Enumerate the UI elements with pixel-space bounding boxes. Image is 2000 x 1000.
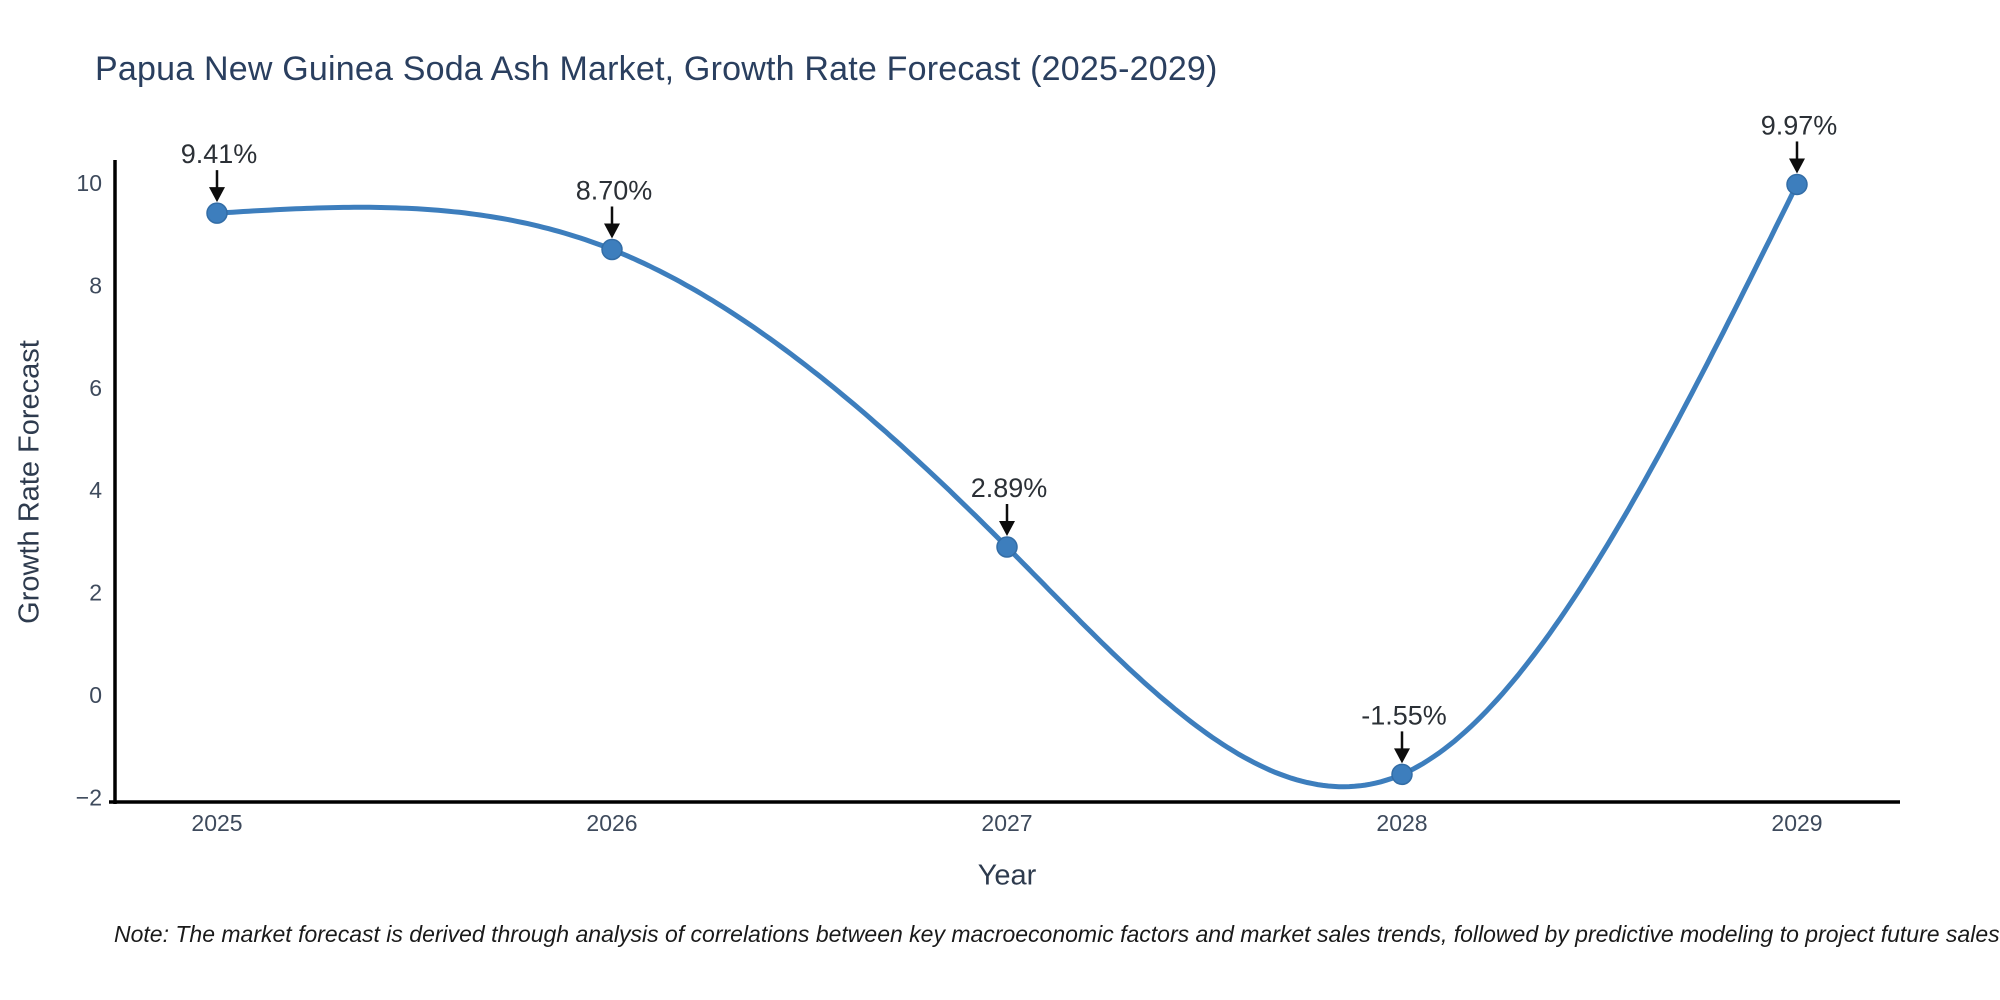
annotation-arrow-head (1394, 748, 1410, 764)
x-tick-label: 2027 (981, 810, 1032, 836)
y-tick-label: −2 (76, 784, 102, 810)
annotation-arrow-head (1789, 158, 1805, 174)
annotation-arrow-head (209, 187, 225, 203)
data-point-label: 2.89% (971, 473, 1048, 503)
y-tick-label: 8 (89, 272, 102, 298)
data-point-marker (1391, 763, 1413, 786)
x-tick-label: 2029 (1771, 810, 1822, 836)
y-tick-label: 6 (89, 375, 102, 401)
chart-title: Papua New Guinea Soda Ash Market, Growth… (95, 50, 1218, 88)
y-tick-label: 2 (89, 580, 102, 606)
data-point-marker (601, 238, 623, 261)
data-point-label: 9.41% (181, 139, 258, 169)
data-point-label: 8.70% (576, 175, 653, 205)
annotation-arrow-head (604, 223, 620, 239)
data-point-marker (206, 202, 228, 224)
annotation-arrow-head (999, 521, 1015, 537)
data-point-marker (1786, 173, 1808, 196)
data-point-label: -1.55% (1361, 700, 1447, 730)
x-axis-title: Year (977, 859, 1037, 892)
y-tick-label: 4 (89, 477, 102, 503)
data-point-label: 9.97% (1761, 110, 1838, 140)
y-tick-label: 10 (76, 170, 102, 196)
y-axis-title: Growth Rate Forecast (13, 340, 46, 624)
x-tick-label: 2025 (191, 810, 242, 836)
x-tick-label: 2028 (1376, 810, 1427, 836)
x-tick-label: 2026 (586, 810, 637, 836)
footnote: Note: The market forecast is derived thr… (114, 921, 2000, 947)
data-point-marker (996, 536, 1018, 558)
y-tick-label: 0 (89, 682, 102, 708)
